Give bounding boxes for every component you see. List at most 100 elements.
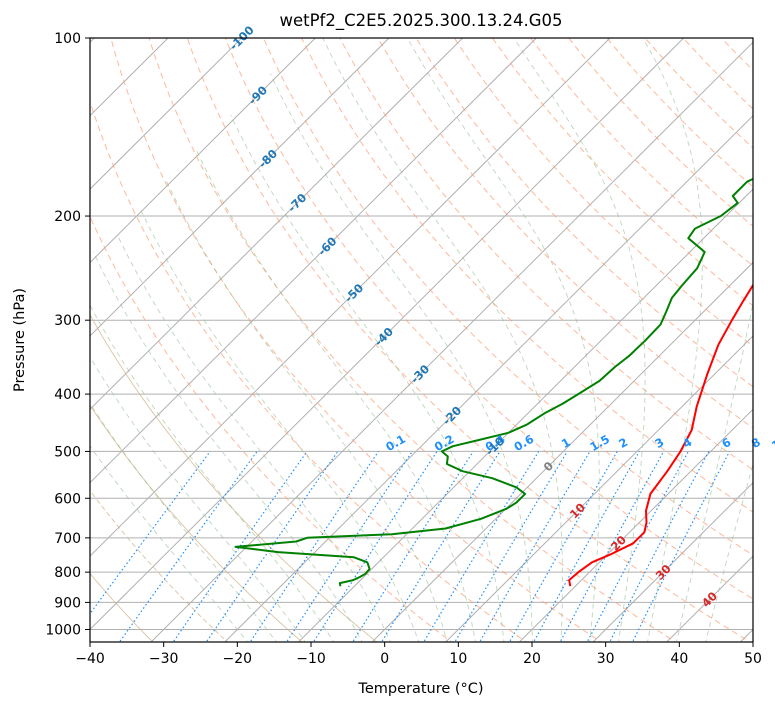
y-tick-label: 800 [54, 565, 81, 581]
x-tick-label: −30 [149, 651, 179, 667]
dry-adiabat [90, 572, 154, 642]
y-tick-label: 1000 [45, 622, 81, 638]
y-axis-title: Pressure (hPa) [12, 288, 28, 392]
chart-title: wetPf2_C2E5.2025.300.13.24.G05 [279, 11, 562, 31]
mixing-ratio-line [454, 451, 568, 642]
dry-adiabat [90, 313, 378, 642]
dry-adiabat [491, 38, 753, 307]
moist-adiabat [166, 181, 448, 642]
mixing-ratio-line [285, 451, 413, 642]
mixing-ratio-line [380, 451, 501, 642]
isotherm-line [297, 188, 753, 642]
isotherm-line [90, 38, 685, 631]
dry-adiabat [415, 38, 753, 388]
mixing-ratio-label: 0.1 [383, 432, 408, 454]
isotherm-line [90, 38, 538, 484]
moist-adiabat [90, 304, 335, 642]
x-tick-label: 0 [380, 651, 389, 667]
moist-adiabat [406, 38, 600, 642]
y-tick-label: 200 [54, 209, 81, 225]
x-tick-label: 20 [523, 651, 541, 667]
mixing-ratio-line [631, 451, 731, 642]
dry-adiabat [529, 38, 753, 267]
reference-lines-layer [0, 25, 753, 645]
mixing-ratio-line [312, 451, 438, 642]
isotherm-line [518, 408, 753, 642]
mixing-ratio-label: 1.5 [587, 432, 612, 454]
x-tick-label: 10 [449, 651, 467, 667]
mixing-ratio-label: 0.6 [511, 432, 536, 454]
dry-adiabat [377, 38, 753, 429]
temperature-profile-line [568, 283, 753, 587]
dry-adiabat [148, 38, 677, 642]
moist-adiabat [140, 209, 420, 642]
isotherm-line [150, 41, 753, 642]
isotherm-line [739, 628, 753, 642]
mixing-ratio-line [118, 451, 258, 642]
isotherm-line [90, 38, 464, 410]
y-tick-label: 400 [54, 387, 81, 403]
isotherm-line [90, 38, 243, 190]
mixing-ratio-line [423, 451, 540, 642]
mixing-ratio-line [586, 451, 689, 642]
y-tick-label: 900 [54, 595, 81, 611]
dry-adiabat [568, 38, 753, 227]
y-tick-label: 500 [54, 444, 81, 460]
dry-adiabat [224, 38, 753, 600]
mixing-ratio-line [172, 451, 308, 642]
mixing-ratio-label: 1 [559, 435, 573, 451]
dry-adiabat [186, 38, 752, 642]
y-tick-label: 700 [54, 531, 81, 547]
mixing-ratio-label: 0.2 [432, 432, 457, 454]
profile-layer [234, 177, 753, 587]
mixing-ratio-label: 2 [616, 435, 630, 451]
dry-adiabat [644, 38, 753, 149]
moist-adiabat [642, 38, 703, 642]
x-tick-label: −40 [75, 651, 105, 667]
grid-layer [90, 38, 753, 642]
mixing-ratio-line [351, 451, 474, 642]
x-axis-title: Temperature (°C) [357, 681, 483, 697]
mixing-ratio-line [90, 451, 211, 615]
x-tick-label: −20 [223, 651, 253, 667]
mixing-ratio-line [249, 451, 379, 642]
dry-adiabat [262, 38, 753, 556]
plot-frame [89, 37, 754, 643]
moist-adiabat [116, 234, 392, 642]
x-tick-label: −10 [296, 651, 326, 667]
mixing-ratio-label: 8 [749, 435, 763, 451]
x-tick-label: 50 [744, 651, 762, 667]
isotherm-line [90, 38, 390, 337]
axes-layer: −40 −30 −20 −10 0 10 20 30 40 50 100 200 300 400 500 60… [45, 31, 762, 667]
moist-adiabat [92, 251, 363, 642]
mixing-ratio-line [205, 451, 339, 642]
moist-adiabat [322, 38, 563, 642]
isotherm-line [592, 481, 753, 642]
dry-adiabat [453, 38, 753, 347]
dry-adiabat [301, 38, 753, 513]
dry-adiabat [90, 99, 528, 642]
isotherm-line [224, 115, 753, 642]
mixing-ratio-label: 10 [769, 433, 775, 453]
isotherm-line [371, 261, 753, 642]
x-tick-label: 40 [670, 651, 688, 667]
y-tick-label: 300 [54, 313, 81, 329]
moist-adiabat [90, 445, 249, 642]
mixing-ratio-line [559, 451, 665, 642]
moist-adiabat [270, 73, 533, 642]
moist-adiabat [230, 114, 505, 642]
dry-adiabat [720, 38, 753, 71]
moist-adiabat [90, 356, 306, 642]
dry-adiabat [90, 489, 229, 642]
mixing-ratio-label: 3 [652, 435, 666, 451]
y-tick-label: 100 [54, 31, 81, 47]
dry-adiabat [90, 404, 303, 642]
isotherm-line [90, 38, 317, 264]
y-tick-label: 600 [54, 491, 81, 507]
mixing-ratio-line [609, 451, 710, 642]
dry-adiabat [0, 25, 5, 645]
isotherm-line [445, 335, 753, 642]
x-tick-label: 30 [597, 651, 615, 667]
